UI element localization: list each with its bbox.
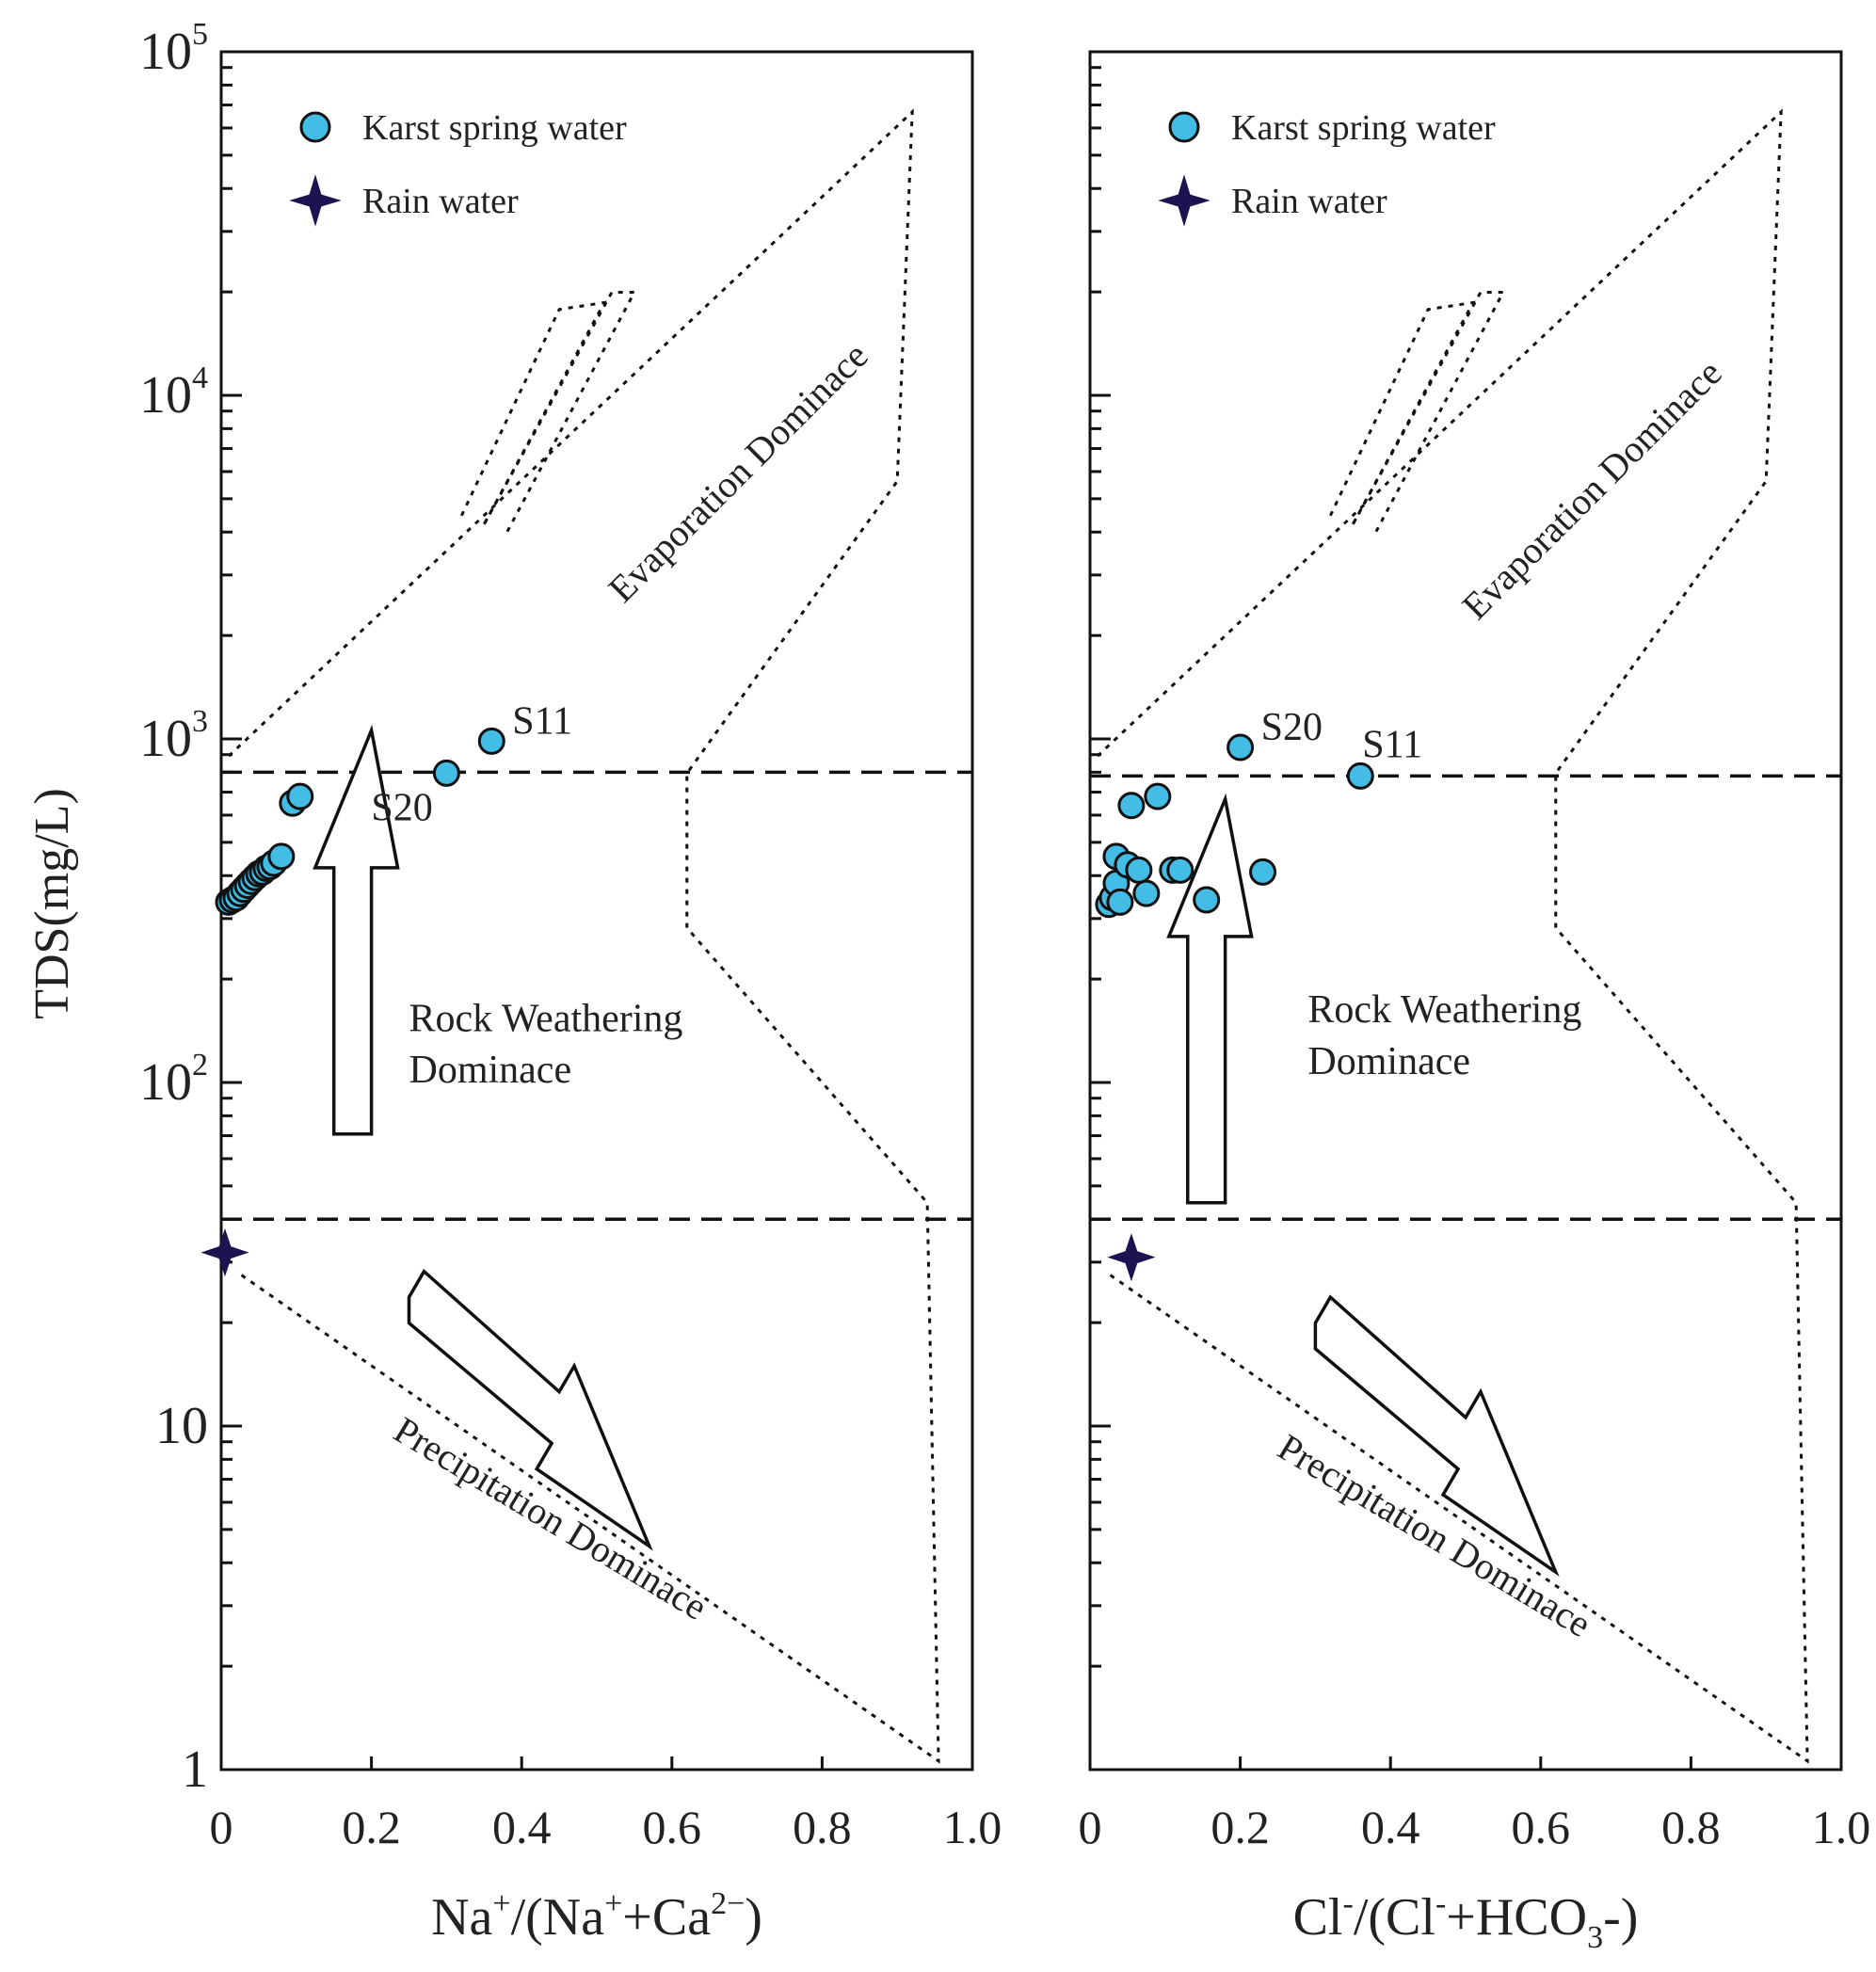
karst-spring-point	[1132, 879, 1161, 907]
x-tick-label: 0.8	[1661, 1801, 1721, 1853]
evaporation-inner-outline	[482, 291, 637, 534]
x-tick-label: 1.0	[1812, 1801, 1871, 1853]
y-tick-label: 102	[139, 1048, 208, 1112]
panel-right: 0 0.2 0.4 0.6 0.8 1.0 Cl-/(Cl-+HCO3-) Evaporati…	[1079, 50, 1871, 1955]
karst-spring-point	[1106, 888, 1134, 916]
panel-left: 0 0.2 0.4 0.6 0.8 1.0 1 10 102 103 104 105 Na+/(Na++…	[139, 17, 1002, 1947]
x-tick-label: 0.4	[492, 1801, 552, 1853]
legend-label: Rain water	[1231, 182, 1387, 221]
rain-water-point	[200, 1228, 249, 1277]
legend-marker-circle	[1168, 111, 1200, 143]
x-tick-label: 1.0	[943, 1801, 1002, 1853]
plot-frame	[1088, 50, 1843, 1772]
karst-spring-point	[1166, 856, 1195, 884]
x-tick-label: 0.2	[342, 1801, 401, 1853]
point-label: S11	[512, 699, 572, 743]
legend-marker-star	[1158, 174, 1211, 227]
legend-marker-circle	[299, 111, 331, 143]
x-axis-label: Na+/(Na++Ca2−)	[431, 1886, 762, 1947]
evaporation-inner-outline	[1351, 291, 1506, 534]
x-tick-label: 0.8	[793, 1801, 852, 1853]
karst-spring-point	[1249, 858, 1277, 886]
point-label: S11	[1362, 723, 1422, 766]
rock-weathering-label: Rock Weathering	[1307, 988, 1581, 1032]
rock-weathering-arrow	[1166, 793, 1254, 1205]
karst-spring-point	[1193, 886, 1221, 914]
precipitation-arrow	[407, 1269, 653, 1551]
y-tick-label: 10	[155, 1397, 208, 1455]
rock-weathering-arrow	[313, 724, 400, 1136]
y-axis-label: TDS(mg/L)	[25, 788, 79, 1019]
x-tick-label: 0.6	[1512, 1801, 1571, 1853]
rock-weathering-label: Rock Weathering	[409, 997, 683, 1040]
evaporation-label: Evaporation Dominace	[1453, 351, 1729, 627]
y-tick-label: 103	[139, 704, 208, 768]
karst-spring-point	[477, 727, 505, 755]
x-tick-label: 0	[210, 1801, 233, 1853]
karst-spring-point	[1227, 733, 1255, 762]
karst-spring-point	[432, 759, 460, 787]
x-tick-label: 0.2	[1211, 1801, 1270, 1853]
x-tick-label: 0	[1079, 1801, 1102, 1853]
y-tick-label: 105	[139, 17, 208, 81]
point-label: S20	[371, 786, 432, 829]
x-tick-label: 0.6	[643, 1801, 702, 1853]
y-tick-label: 1	[182, 1740, 208, 1799]
legend-marker-star	[289, 174, 342, 227]
evaporation-inner-outline	[460, 300, 607, 525]
precipitation-arrow	[1313, 1294, 1560, 1577]
karst-spring-point	[1346, 762, 1374, 790]
rain-water-point	[1107, 1233, 1156, 1282]
karst-spring-point	[267, 842, 296, 871]
point-label: S20	[1261, 706, 1323, 749]
karst-spring-point	[1125, 856, 1153, 884]
legend-label: Rain water	[362, 182, 519, 221]
legend-label: Karst spring water	[362, 108, 627, 148]
x-tick-label: 0.4	[1361, 1801, 1420, 1853]
x-axis-label: Cl-/(Cl-+HCO3-)	[1293, 1886, 1639, 1955]
precipitation-label: Precipitation Dominace	[1271, 1425, 1598, 1645]
rock-weathering-label: Dominace	[1307, 1040, 1470, 1083]
legend-label: Karst spring water	[1231, 108, 1496, 148]
rock-weathering-label: Dominace	[409, 1049, 572, 1092]
evaporation-inner-outline	[1329, 300, 1476, 525]
y-tick-label: 104	[139, 361, 208, 425]
karst-spring-point	[1117, 792, 1146, 820]
karst-spring-point	[1144, 782, 1172, 810]
karst-spring-point	[286, 782, 314, 810]
